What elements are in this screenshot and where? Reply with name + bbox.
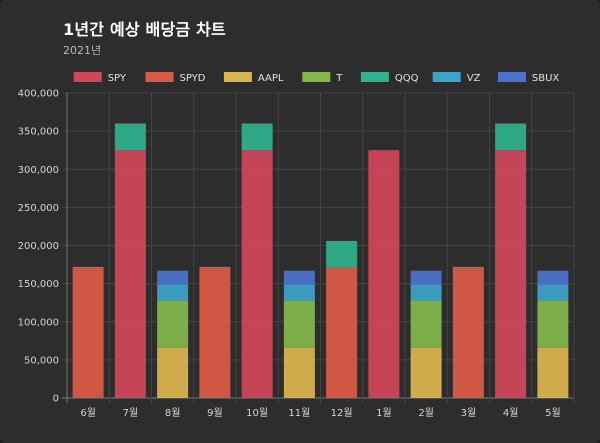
bar-segment-t — [283, 300, 315, 348]
bar-segment-vz — [537, 284, 569, 301]
legend-swatch-qqq — [360, 72, 389, 82]
bar-segment-aapl — [410, 347, 442, 398]
y-tick-label: 150,000 — [18, 279, 59, 290]
x-tick-label: 4월 — [503, 407, 519, 419]
legend-label: QQQ — [395, 73, 419, 84]
bar-segment-spy — [368, 150, 400, 398]
y-tick-label: 0 — [53, 394, 59, 405]
legend-swatch-vz — [432, 72, 461, 82]
legend-swatch-sbux — [497, 72, 526, 82]
bar-segment-vz — [410, 284, 442, 301]
x-tick-label: 5월 — [545, 407, 561, 419]
y-tick-label: 200,000 — [18, 241, 59, 252]
x-tick-label: 8월 — [165, 407, 181, 419]
legend-swatch-aapl — [223, 72, 252, 82]
chart-title: 1년간 예상 배당금 차트 — [63, 20, 226, 39]
x-tick-label: 10월 — [246, 407, 268, 419]
bar-segment-qqq — [241, 123, 273, 151]
bar-segment-qqq — [114, 123, 146, 151]
bar-segment-spy — [241, 150, 273, 398]
legend-label: SBUX — [532, 73, 560, 84]
legend-swatch-spyd — [145, 72, 174, 82]
legend-swatch-spy — [73, 72, 102, 82]
bar-segment-t — [157, 300, 189, 348]
bar-segment-sbux — [410, 270, 442, 285]
x-tick-label: 7월 — [123, 407, 139, 419]
bar-segment-vz — [157, 284, 189, 301]
legend-swatch-t — [302, 72, 331, 82]
legend-label: SPY — [108, 73, 127, 84]
bar-segment-t — [410, 300, 442, 348]
x-tick-label: 2월 — [418, 407, 434, 419]
x-tick-label: 12월 — [331, 407, 353, 419]
bar-segment-spyd — [452, 266, 484, 398]
chart-subtitle: 2021년 — [63, 44, 102, 57]
bar-segment-vz — [283, 284, 315, 301]
legend-label: VZ — [467, 73, 481, 84]
bar-segment-aapl — [537, 347, 569, 398]
bar-segment-sbux — [157, 270, 189, 285]
bar-segment-spy — [495, 150, 527, 398]
legend-label: SPYD — [180, 73, 206, 84]
x-tick-label: 9월 — [207, 407, 223, 419]
x-tick-label: 1월 — [376, 407, 392, 419]
y-tick-label: 350,000 — [18, 127, 59, 138]
legend-label: AAPL — [258, 73, 284, 84]
bar-segment-spyd — [72, 266, 104, 398]
y-tick-label: 50,000 — [24, 355, 59, 366]
legend-label: T — [335, 73, 343, 84]
bar-segment-spyd — [326, 266, 358, 398]
bar-segment-sbux — [283, 270, 315, 285]
bar-segment-qqq — [495, 123, 527, 151]
bar-segment-aapl — [283, 347, 315, 398]
y-tick-label: 100,000 — [18, 317, 59, 328]
y-tick-label: 400,000 — [18, 89, 59, 100]
x-tick-label: 3월 — [461, 407, 477, 419]
bar-segment-aapl — [157, 347, 189, 398]
x-tick-label: 6월 — [80, 407, 96, 419]
y-tick-label: 300,000 — [18, 165, 59, 176]
bar-segment-spy — [114, 150, 146, 398]
bar-segment-qqq — [326, 240, 358, 267]
y-tick-label: 250,000 — [18, 203, 59, 214]
bar-segment-t — [537, 300, 569, 348]
bar-segment-sbux — [537, 270, 569, 285]
x-tick-label: 11월 — [288, 407, 310, 419]
bar-segment-spyd — [199, 266, 231, 398]
